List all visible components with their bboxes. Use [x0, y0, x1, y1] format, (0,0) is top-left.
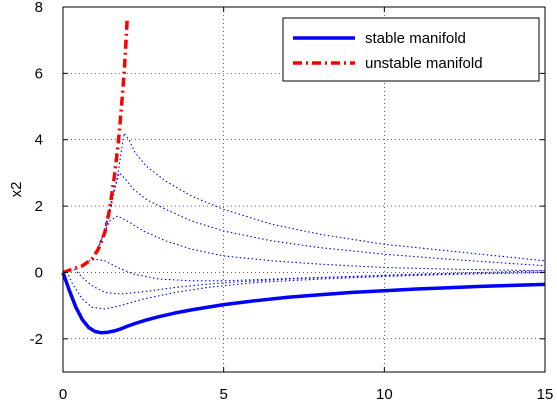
- x-tick-label: 15: [537, 386, 554, 403]
- y-tick-label: 0: [35, 264, 43, 281]
- legend-box: [282, 17, 540, 82]
- trajectory-line: [96, 172, 546, 267]
- trajectory-lines: [66, 132, 546, 310]
- y-tick-label: 4: [35, 132, 43, 149]
- y-tick-label: 2: [35, 198, 43, 215]
- axis-ticks: 0 5 10 15 -2 0 2 4 6 8: [30, 0, 554, 403]
- y-tick-label: 8: [35, 0, 43, 16]
- plot-frame: [62, 6, 546, 373]
- trajectory-line: [97, 132, 546, 262]
- series-lines: [61, 16, 546, 335]
- y-axis-label: x2: [8, 182, 25, 198]
- trajectory-line: [73, 268, 546, 295]
- legend-label-stable-manifold: stable manifold: [365, 30, 466, 47]
- y-tick-label: 6: [35, 65, 43, 82]
- stable-manifold-line: [61, 271, 546, 335]
- trajectory-line: [94, 215, 546, 272]
- x-tick-label: 5: [219, 386, 227, 403]
- legend-label-unstable-manifold: unstable manifold: [365, 55, 483, 72]
- x-tick-label: 0: [59, 386, 67, 403]
- x-tick-label: 10: [376, 386, 393, 403]
- trajectory-line: [66, 271, 546, 310]
- unstable-manifold-line: [62, 16, 130, 275]
- legend: stable manifold unstable manifold: [282, 17, 540, 82]
- trajectory-line: [88, 258, 546, 282]
- y-tick-label: -2: [30, 331, 43, 348]
